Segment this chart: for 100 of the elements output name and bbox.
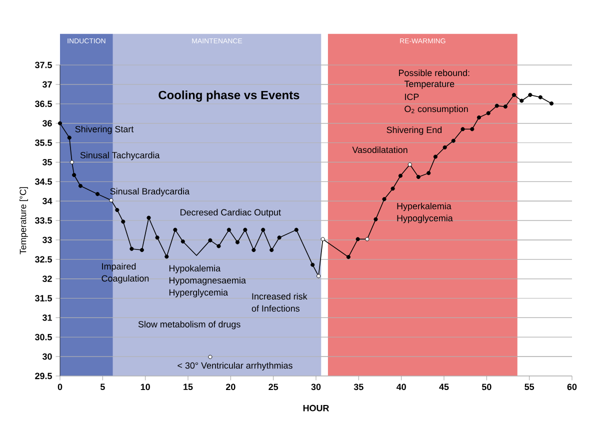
point: [538, 95, 542, 100]
annotation: of Infections: [252, 305, 300, 312]
point: [235, 240, 240, 244]
point: [109, 198, 114, 202]
x-tick-label: 25: [268, 384, 278, 390]
annotation: Temperature: [404, 80, 454, 89]
point: [346, 254, 350, 260]
annotation: Slow metabolism of drugs: [138, 320, 240, 330]
point: [140, 248, 144, 252]
x-tick-label: 20: [226, 384, 236, 390]
point: [476, 115, 482, 120]
y-tick-label: 35: [42, 158, 52, 166]
point: [442, 145, 447, 150]
annotation: < 30° Ventricular arrhythmias: [178, 362, 292, 370]
annotation: Decresed Cardiac Output: [180, 208, 281, 218]
annotation: Shivering End: [386, 126, 442, 135]
text: Cooling phase vs Events: [158, 90, 300, 102]
point: [470, 127, 474, 132]
x-tick-label: 50: [482, 384, 492, 390]
y-tick-label: 34: [42, 198, 52, 204]
y-tick-label: 37.5: [34, 62, 52, 68]
x-tick-label: 40: [396, 384, 406, 390]
point: [503, 104, 508, 109]
point: [512, 92, 516, 97]
point: [549, 101, 554, 106]
x-tick-label: 45: [439, 384, 449, 390]
x-axis-title: HOUR: [303, 404, 330, 412]
point: [173, 228, 178, 232]
point: [243, 228, 248, 232]
point: [494, 104, 499, 108]
point: [270, 248, 274, 252]
x-tick-label: 15: [184, 384, 193, 390]
annotation: Coagulation: [102, 275, 149, 284]
annotation: Hyperglycemia: [169, 289, 228, 298]
y-tick-label: 36.5: [34, 100, 52, 108]
annotation: Vasodilatation: [352, 146, 408, 154]
point: [115, 208, 120, 212]
annotation: O$_{2}$ consumption: [404, 106, 468, 114]
point: [96, 192, 100, 196]
point: [277, 236, 282, 240]
y-axis-title: Temperature [°C]: [20, 187, 28, 254]
point: [520, 98, 524, 103]
annotation: Hypoglycemia: [397, 214, 453, 224]
point: [426, 171, 431, 176]
y-tick-label: 32.5: [34, 256, 52, 263]
point: [320, 237, 325, 242]
point: [390, 186, 395, 191]
annotation: Impaired: [102, 262, 136, 272]
point: [398, 174, 403, 178]
y-tick-label: 33.5: [34, 217, 52, 224]
annotation: Hypomagnesaemia: [169, 276, 246, 286]
point: [130, 246, 134, 251]
x-tick-label: 30: [311, 384, 321, 390]
x-tick-label: 5: [100, 384, 105, 390]
point: [408, 162, 412, 167]
point: [316, 274, 321, 278]
point: [460, 127, 465, 132]
annotation: Possible rebound:: [399, 69, 470, 76]
annotation: Increased risk: [252, 293, 308, 300]
point: [226, 228, 232, 232]
x-tick-label: 60: [567, 384, 577, 390]
point: [70, 160, 74, 164]
point: [146, 216, 151, 220]
y-tick-label: 34.5: [34, 178, 52, 185]
point: [121, 220, 126, 224]
point: [356, 237, 360, 242]
point: [365, 237, 370, 242]
x-tick-label: 0: [58, 384, 62, 390]
point: [252, 248, 256, 252]
annotation: Hypokalemia: [169, 264, 221, 274]
y-tick-label: 31: [42, 314, 52, 321]
point: [164, 254, 169, 259]
y-tick-label: 30: [42, 353, 52, 360]
y-tick-label: 35.5: [34, 140, 52, 146]
point: [216, 244, 221, 248]
point: [208, 354, 212, 359]
annotation: Sinusal Bradycardia: [110, 188, 190, 196]
annotation: ICP: [405, 94, 419, 100]
point: [58, 121, 62, 126]
annotation: Hyperkalemia: [397, 202, 452, 212]
point: [416, 174, 420, 179]
point: [72, 172, 76, 178]
point: [78, 184, 83, 188]
y-tick-label: 30.5: [34, 334, 52, 340]
y-tick-label: 32: [42, 276, 52, 282]
x-tick-label: 35: [354, 384, 364, 390]
annotation: Shivering Start: [75, 126, 134, 134]
point: [208, 238, 212, 242]
y-tick-label: 33: [42, 236, 52, 244]
y-tick-label: 37: [42, 81, 52, 88]
point: [374, 217, 378, 222]
point: [486, 111, 490, 116]
y-tick-label: 31.5: [34, 295, 52, 302]
y-tick-label: 36: [42, 120, 52, 126]
point: [528, 92, 532, 97]
point: [382, 197, 386, 202]
x-tick-label: 55: [524, 384, 534, 390]
point: [261, 228, 266, 232]
point: [294, 228, 298, 232]
point: [310, 262, 315, 267]
